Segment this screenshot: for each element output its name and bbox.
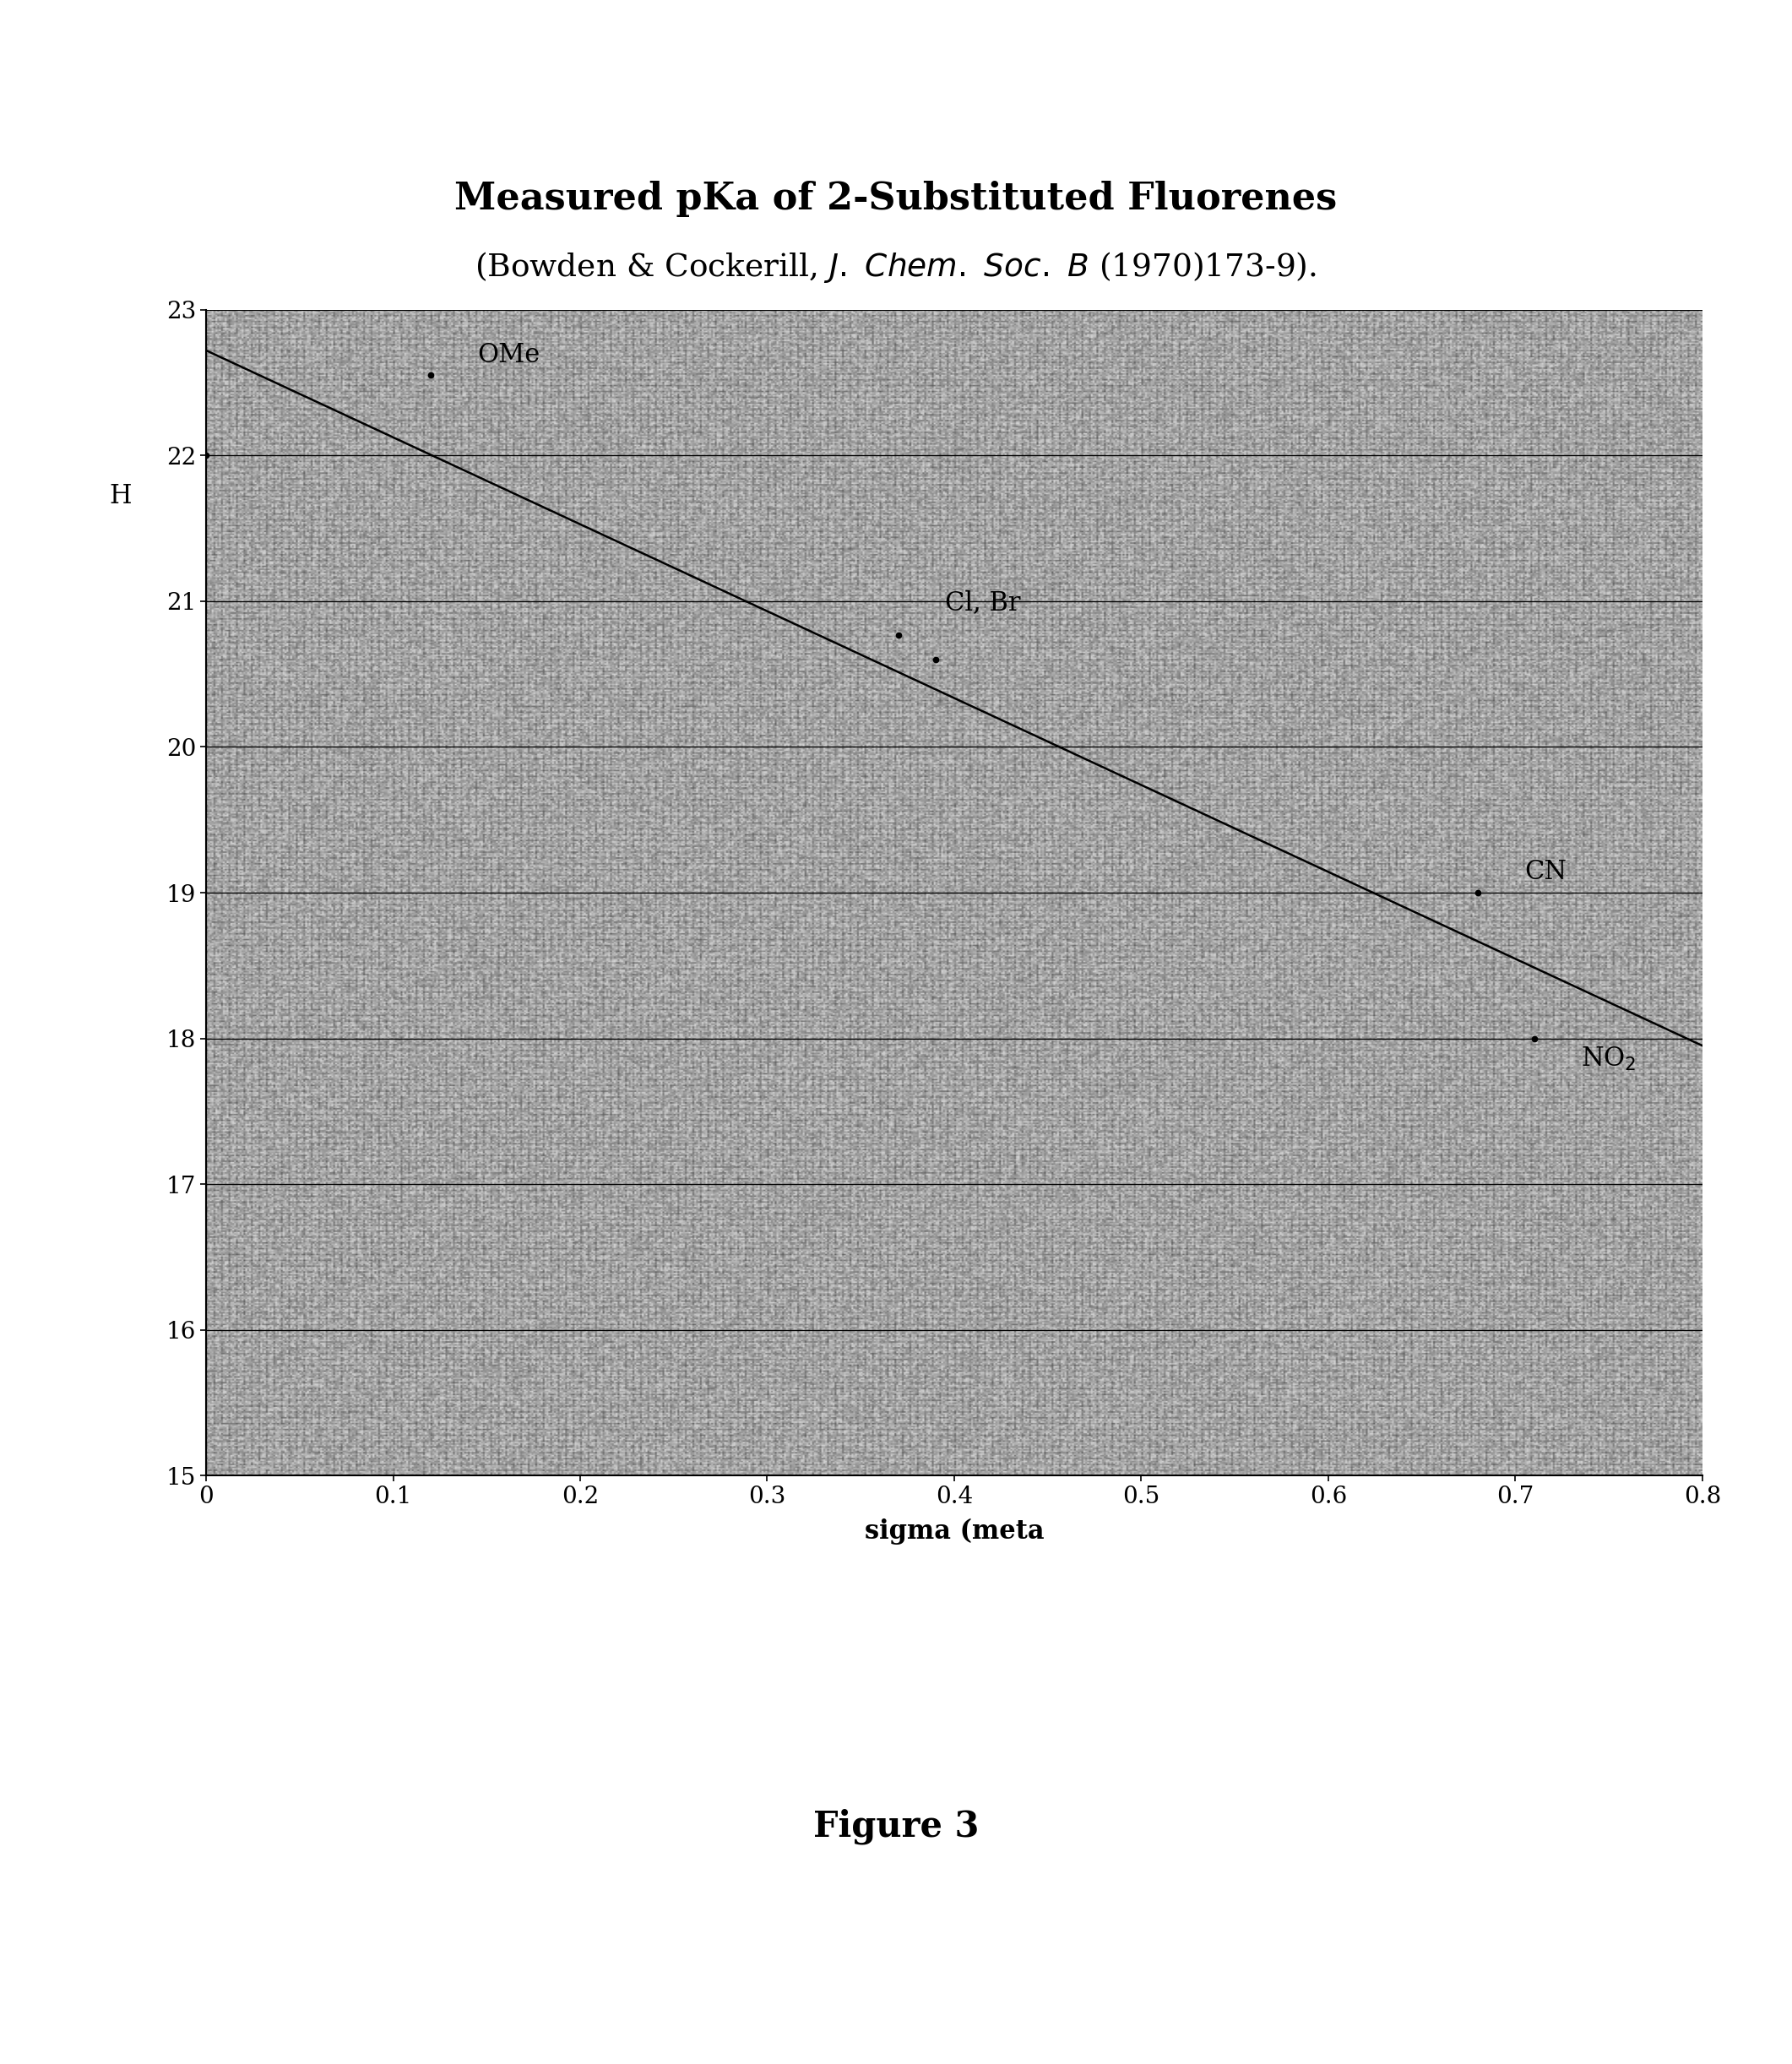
Text: CN: CN <box>1525 859 1566 885</box>
Text: NO$_2$: NO$_2$ <box>1581 1046 1636 1073</box>
Text: (Bowden & Cockerill, $\mathit{J.\ Chem.\ Soc.\ B}$ (1970)173-9).: (Bowden & Cockerill, $\mathit{J.\ Chem.\… <box>475 250 1317 285</box>
X-axis label: sigma (meta: sigma (meta <box>864 1517 1045 1544</box>
Text: Measured pKa of 2-Substituted Fluorenes: Measured pKa of 2-Substituted Fluorenes <box>455 180 1337 217</box>
Text: OMe: OMe <box>477 343 539 367</box>
Text: H: H <box>109 483 131 510</box>
Text: Cl, Br: Cl, Br <box>944 590 1020 615</box>
Text: Figure 3: Figure 3 <box>814 1808 978 1845</box>
